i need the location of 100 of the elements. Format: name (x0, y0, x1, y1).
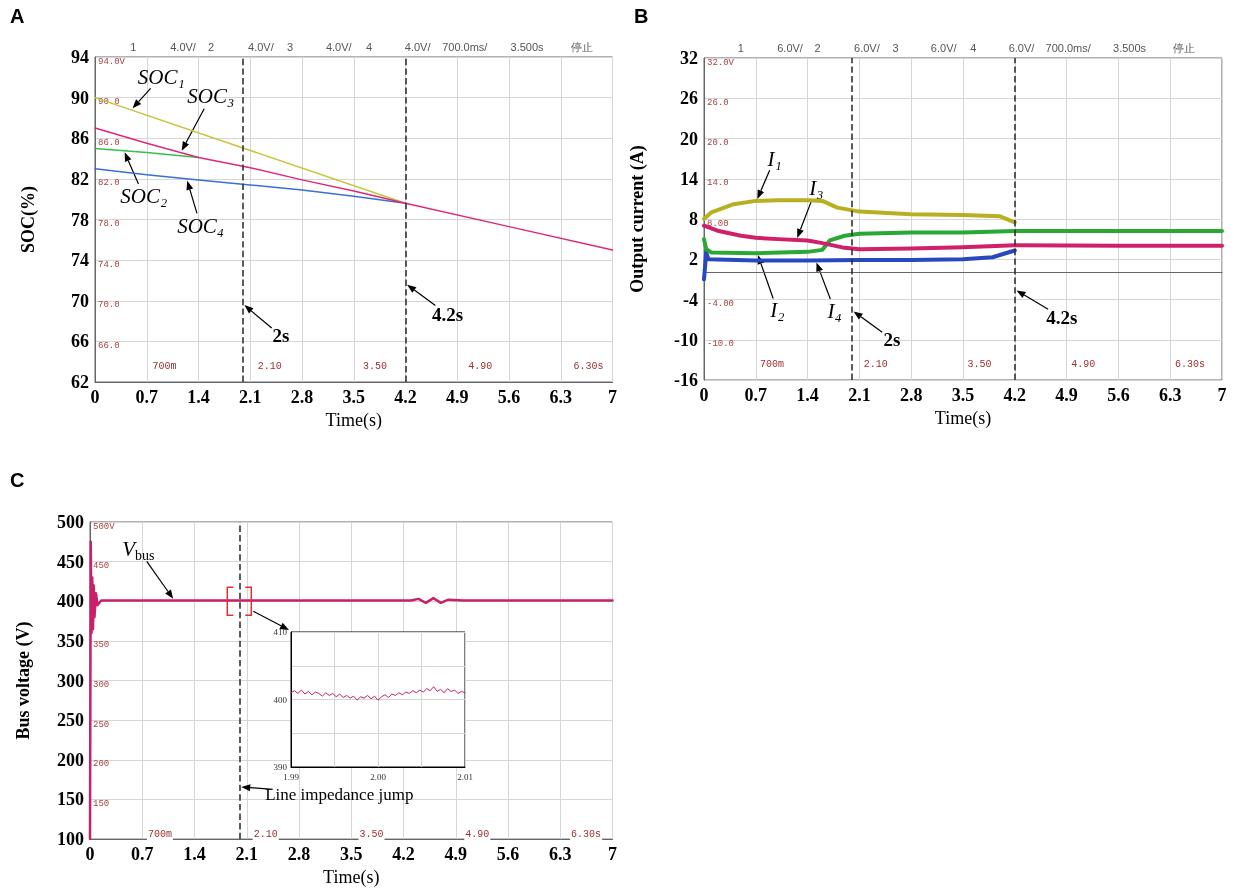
line-series (94, 127, 614, 251)
y-axis-title: SOC(%) (18, 186, 39, 253)
annotation: 4.2s (431, 303, 464, 325)
y2-tick-label: -10.0 (707, 339, 735, 350)
y-tick-label: 74 (71, 250, 89, 271)
x-tick-label: 4.9 (444, 844, 467, 865)
y2-tick-label: 250 (93, 719, 110, 730)
text: 2 (208, 40, 215, 53)
y-tick-label: 82 (71, 168, 89, 189)
y-axis-title: Output current (A) (627, 145, 648, 293)
text: 停止 (571, 40, 594, 53)
annotation: 3.50 (359, 828, 384, 840)
y2-tick-label: 20.0 (707, 138, 729, 148)
text: 3.500s (1113, 41, 1147, 54)
y-tick-label: 150 (57, 789, 84, 810)
annotation: 2s (883, 328, 901, 350)
annotation: 2.10 (253, 828, 278, 840)
annotation: 3.50 (967, 358, 992, 370)
x-tick-label: 4.9 (1055, 385, 1078, 405)
text: 3 (286, 40, 294, 53)
text: 4 (365, 40, 373, 53)
x-tick-label: 2.1 (235, 844, 258, 865)
x-tick-label: 0.7 (135, 387, 158, 407)
line-series (702, 248, 1017, 282)
chart-title: B (634, 5, 649, 27)
x-tick-label: 7 (1217, 385, 1227, 405)
x-tick-label: 2.8 (287, 844, 311, 865)
x-tick-label: 0.7 (744, 385, 768, 405)
text: 停止 (1172, 41, 1195, 54)
annotation: I₁ (766, 146, 782, 171)
text: 1 (130, 40, 137, 53)
annotation: Line impedance jump (265, 785, 414, 805)
y2-tick-label: 74.0 (98, 259, 120, 270)
y-tick-label: 400 (273, 694, 288, 705)
y-tick-label: 250 (57, 710, 84, 731)
annotation: SOC₂ (120, 184, 168, 209)
x-tick-label: 2.8 (899, 385, 923, 405)
text: 2 (814, 41, 821, 54)
x-tick-label: 3.5 (951, 385, 975, 405)
y-tick-label: 70 (71, 290, 89, 311)
x-axis-title: Time(s) (323, 867, 380, 888)
x-tick-label: 2.1 (848, 385, 871, 405)
x-tick-label: 1.4 (187, 387, 210, 407)
annotation: SOC₃ (187, 84, 235, 109)
x-tick-label: 5.6 (496, 844, 520, 865)
x-tick-label: 7 (608, 844, 617, 865)
x-tick-label: 7 (608, 387, 617, 407)
annotation: 700m (152, 360, 177, 372)
text: 3.500s (510, 40, 545, 53)
y2-tick-label: 86.0 (98, 137, 120, 148)
text: 1 (737, 41, 744, 54)
x-tick-label: 0 (85, 844, 95, 865)
chart-title: A (10, 5, 25, 27)
annotation: 4.2s (1046, 306, 1078, 328)
annotation: 4.90 (468, 360, 493, 372)
y2-tick-label: -4.00 (707, 299, 735, 309)
y2-tick-label: 78.0 (98, 219, 120, 229)
x-tick-label: 2.1 (239, 387, 262, 407)
x-tick-label: 2.01 (457, 771, 473, 782)
y2-tick-label: 14.0 (707, 178, 729, 189)
x-tick-label: 2.8 (290, 387, 314, 407)
y-tick-label: 410 (273, 627, 288, 637)
y-tick-label: 200 (57, 749, 84, 770)
annotation: 4.90 (465, 828, 490, 840)
text: 6.0V/ (777, 41, 804, 54)
y-tick-label: 2 (689, 249, 698, 270)
y-tick-label: -10 (674, 329, 698, 350)
annotation: 2s (272, 325, 290, 347)
y2-tick-label: 26.0 (707, 97, 729, 108)
annotation: 700m (147, 828, 172, 840)
annotation: I₃ (808, 175, 824, 200)
annotation: I₂ (769, 298, 785, 323)
text: 6.0V/ (1008, 41, 1036, 54)
y-tick-label: 350 (57, 630, 84, 651)
annotation: 6.30s (1175, 358, 1206, 370)
y-tick-label: 500 (57, 512, 84, 532)
y2-tick-label: 500V (93, 521, 116, 532)
x-tick-label: 4.2 (394, 387, 417, 407)
chart-title: C (10, 469, 25, 491)
x-tick-label: 0 (699, 385, 709, 405)
x-tick-label: 3.5 (340, 844, 363, 865)
y-tick-label: 86 (71, 128, 89, 149)
y2-tick-label: 300 (93, 680, 110, 691)
y2-tick-label: 32.0V (707, 57, 735, 68)
x-tick-label: 4.9 (446, 387, 469, 407)
y2-tick-label: 70.0 (98, 300, 120, 311)
y2-tick-label: 150 (93, 798, 110, 809)
y-tick-label: 400 (57, 591, 84, 612)
text: 4.0V/ (170, 40, 197, 53)
y-tick-label: -4 (683, 289, 698, 310)
line-series (290, 686, 466, 701)
y2-tick-label: 66.0 (98, 340, 120, 351)
text: 700.0ms/ (442, 40, 489, 53)
x-axis-title: Time(s) (934, 407, 992, 429)
y2-tick-label: 94.0V (98, 56, 126, 67)
y2-tick-label: 350 (93, 640, 110, 651)
x-tick-label: 5.6 (497, 387, 521, 407)
y-tick-label: 100 (57, 829, 84, 850)
x-tick-label: 6.3 (549, 844, 572, 865)
x-tick-label: 1.4 (183, 844, 206, 865)
